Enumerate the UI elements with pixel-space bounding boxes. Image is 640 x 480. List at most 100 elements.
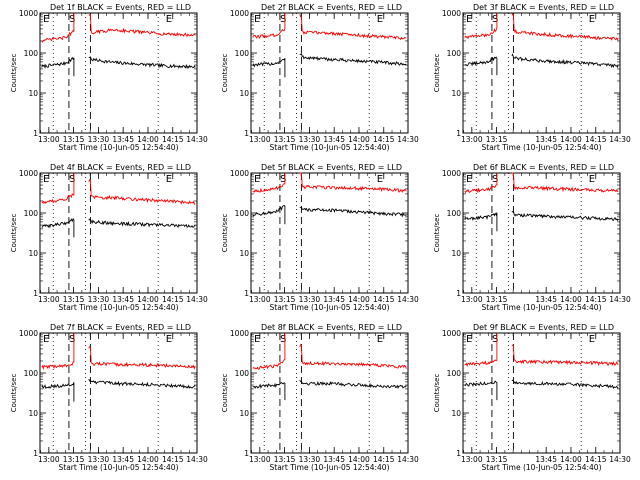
y-tick-label: 100 bbox=[235, 49, 250, 58]
x-tick-label: 14:15 bbox=[162, 455, 184, 464]
x-axis-label: Start Time (10-Jun-05 12:54:40) bbox=[270, 143, 390, 152]
marker-label-E: E bbox=[166, 14, 172, 25]
y-tick-label: 1 bbox=[456, 449, 461, 458]
marker-label-E-start: E bbox=[254, 174, 260, 185]
plot-frame bbox=[462, 332, 621, 454]
series-lld-line bbox=[299, 344, 407, 369]
x-tick-label: 14:15 bbox=[585, 295, 607, 304]
x-tick-label: 13:15 bbox=[63, 295, 85, 304]
panel-title: Det 4f BLACK = Events, RED = LLD bbox=[50, 163, 191, 172]
marker-label-E-start: E bbox=[254, 14, 260, 25]
x-tick-label: 14:30 bbox=[397, 135, 419, 144]
y-tick-label: 1000 bbox=[230, 169, 249, 178]
x-axis-label: Start Time (10-Jun-05 12:54:40) bbox=[482, 303, 602, 312]
y-tick-label: 10 bbox=[451, 409, 461, 418]
panel-title: Det 2f BLACK = Events, RED = LLD bbox=[261, 3, 402, 12]
marker-label-E-start: E bbox=[466, 174, 472, 185]
series-lld-line bbox=[299, 172, 407, 194]
panel-det-7f: Det 7f BLACK = Events, RED = LLD 1 10 100 10… bbox=[10, 323, 208, 472]
series-events-line bbox=[299, 53, 407, 66]
y-axis-label: Counts/sec bbox=[433, 214, 441, 253]
series-events-line bbox=[464, 212, 498, 232]
series-events-line bbox=[41, 217, 75, 238]
marker-label-E: E bbox=[377, 14, 383, 25]
x-tick-label: 14:15 bbox=[373, 135, 395, 144]
y-tick-label: 1000 bbox=[230, 329, 249, 338]
x-tick-label: 14:30 bbox=[397, 455, 419, 464]
x-tick-label: 13:30 bbox=[299, 135, 321, 144]
x-tick-label: 14:30 bbox=[397, 295, 419, 304]
panel-det-9f: Det 9f BLACK = Events, RED = LLD 1 10 100 10… bbox=[433, 323, 631, 472]
series-events-line bbox=[511, 53, 619, 69]
x-axis-label: Start Time (10-Jun-05 12:54:40) bbox=[270, 463, 390, 472]
series-lld-line bbox=[464, 333, 498, 368]
x-tick-label: 13:30 bbox=[88, 455, 110, 464]
y-tick-label: 100 bbox=[447, 209, 462, 218]
x-axis-label: Start Time (10-Jun-05 12:54:40) bbox=[59, 143, 179, 152]
x-tick-label: 13:15 bbox=[274, 135, 296, 144]
x-tick-label: 14:00 bbox=[137, 135, 159, 144]
x-tick-label: 13:45 bbox=[112, 455, 134, 464]
series-lld-line bbox=[464, 13, 498, 40]
plot-frame bbox=[39, 332, 198, 454]
y-tick-label: 1000 bbox=[19, 9, 38, 18]
x-tick-label: 14:15 bbox=[162, 135, 184, 144]
x-tick-label: 14:15 bbox=[162, 295, 184, 304]
y-axis-label: Counts/sec bbox=[10, 374, 18, 413]
x-tick-label: 14:00 bbox=[560, 295, 582, 304]
series-events-line bbox=[299, 206, 407, 218]
marker-label-S: S bbox=[492, 14, 498, 25]
x-tick-label: 13:45 bbox=[323, 295, 345, 304]
y-tick-label: 10 bbox=[239, 89, 249, 98]
y-tick-label: 10 bbox=[239, 409, 249, 418]
x-tick-label: 14:15 bbox=[373, 295, 395, 304]
series-events-line bbox=[464, 380, 498, 401]
x-tick-label: 14:00 bbox=[137, 455, 159, 464]
x-tick-label: 13:15 bbox=[63, 455, 85, 464]
y-tick-label: 1000 bbox=[19, 329, 38, 338]
x-tick-label: 13:00 bbox=[249, 135, 271, 144]
panel-title: Det 7f BLACK = Events, RED = LLD bbox=[50, 323, 191, 332]
series-lld-line bbox=[252, 13, 286, 39]
x-axis-label: Start Time (10-Jun-05 12:54:40) bbox=[59, 303, 179, 312]
marker-label-E: E bbox=[377, 174, 383, 185]
plot-frame bbox=[250, 12, 409, 134]
y-tick-label: 1 bbox=[456, 129, 461, 138]
marker-label-E: E bbox=[166, 174, 172, 185]
y-tick-label: 1 bbox=[244, 129, 249, 138]
series-lld-line bbox=[88, 179, 196, 205]
x-tick-label: 13:00 bbox=[461, 455, 483, 464]
x-tick-label: 14:00 bbox=[560, 455, 582, 464]
x-axis-label: Start Time (10-Jun-05 12:54:40) bbox=[270, 303, 390, 312]
x-tick-label: 13:00 bbox=[38, 135, 60, 144]
x-tick-label: 13:45 bbox=[535, 455, 557, 464]
y-tick-label: 10 bbox=[28, 409, 38, 418]
x-tick-label: 13:15 bbox=[486, 295, 508, 304]
y-tick-label: 10 bbox=[28, 249, 38, 258]
x-tick-label: 13:45 bbox=[535, 295, 557, 304]
series-lld-line bbox=[252, 333, 286, 370]
series-events-line bbox=[252, 204, 286, 225]
x-tick-label: 14:00 bbox=[348, 455, 370, 464]
x-tick-label: 14:00 bbox=[348, 295, 370, 304]
series-events-line bbox=[41, 382, 75, 402]
plot-frame bbox=[39, 12, 198, 134]
x-tick-label: 13:15 bbox=[274, 455, 296, 464]
series-events-line bbox=[252, 382, 286, 401]
y-tick-label: 100 bbox=[24, 209, 39, 218]
marker-label-E: E bbox=[166, 334, 172, 345]
x-tick-label: 13:45 bbox=[535, 135, 557, 144]
y-axis-label: Counts/sec bbox=[433, 54, 441, 93]
series-lld-line bbox=[88, 346, 196, 370]
marker-label-E: E bbox=[589, 14, 595, 25]
series-lld-line bbox=[41, 173, 75, 205]
series-lld-line bbox=[41, 333, 75, 371]
y-tick-label: 1000 bbox=[442, 329, 461, 338]
series-lld-line bbox=[464, 173, 498, 194]
plot-frame bbox=[462, 12, 621, 134]
y-tick-label: 1 bbox=[244, 449, 249, 458]
y-axis-label: Counts/sec bbox=[221, 374, 229, 413]
x-tick-label: 14:30 bbox=[609, 135, 631, 144]
plot-frame bbox=[39, 172, 198, 294]
marker-label-E: E bbox=[589, 334, 595, 345]
